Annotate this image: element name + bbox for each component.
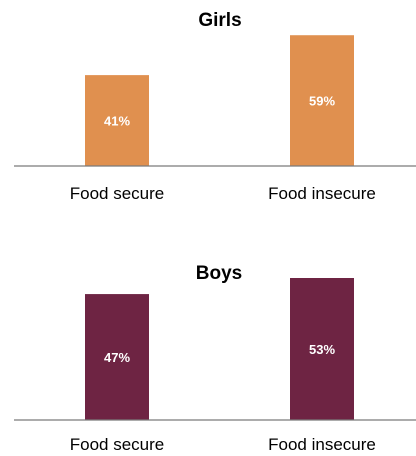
girls-bars: 41% 59% xyxy=(85,35,354,166)
girls-category-label-food-insecure: Food insecure xyxy=(268,184,376,203)
girls-bar-food-insecure xyxy=(290,35,354,166)
girls-chart-title: Girls xyxy=(198,10,241,31)
girls-data-label-food-secure: 41% xyxy=(104,114,130,129)
girls-bar-food-secure xyxy=(85,75,149,166)
boys-category-label-food-secure: Food secure xyxy=(70,435,165,454)
girls-chart: Girls 41% 59% Food secure Food insecure xyxy=(14,10,416,203)
girls-data-label-food-insecure: 59% xyxy=(309,94,335,109)
boys-chart: Boys 47% 53% Food secure Food insecure xyxy=(14,263,416,454)
boys-bar-food-insecure xyxy=(290,278,354,420)
boys-data-label-food-secure: 47% xyxy=(104,350,130,365)
girls-category-label-food-secure: Food secure xyxy=(70,184,165,203)
boys-category-label-food-insecure: Food insecure xyxy=(268,435,376,454)
boys-bar-food-secure xyxy=(85,294,149,420)
boys-data-label-food-insecure: 53% xyxy=(309,342,335,357)
boys-chart-title: Boys xyxy=(196,263,242,284)
boys-bars: 47% 53% xyxy=(85,278,354,420)
